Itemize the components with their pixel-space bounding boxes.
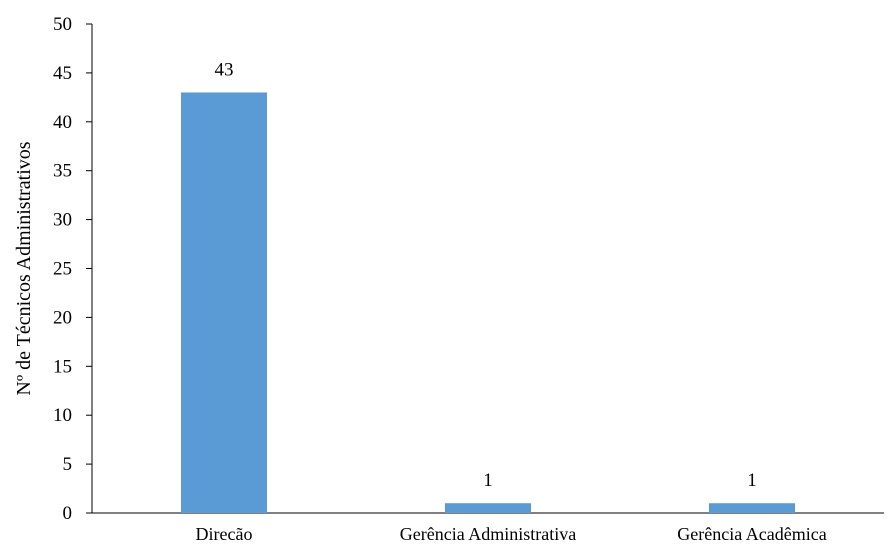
- y-tick-label: 40: [53, 112, 72, 133]
- y-tick-label: 10: [53, 405, 72, 426]
- bars: [181, 92, 795, 514]
- y-tick-label: 5: [63, 454, 73, 475]
- bar-3: [709, 503, 795, 513]
- y-tick-label: 30: [53, 210, 72, 231]
- y-axis-ticks: 0 5 10 15 20 25 30 35 40 45 50: [53, 14, 92, 524]
- bar-2: [445, 503, 531, 513]
- y-tick-label: 35: [53, 161, 72, 182]
- category-label-1: Direcão: [196, 524, 253, 544]
- y-tick-label: 45: [53, 63, 72, 84]
- category-label-2: Gerência Administrativa: [400, 524, 576, 544]
- category-label-3: Gerência Acadêmica: [677, 524, 826, 544]
- data-label-1: 43: [215, 59, 234, 80]
- bar-1: [181, 92, 267, 514]
- data-labels: 43 1 1: [215, 59, 757, 491]
- data-label-2: 1: [483, 470, 493, 491]
- data-label-3: 1: [747, 470, 757, 491]
- y-tick-label: 20: [53, 307, 72, 328]
- y-axis-title: Nº de Técnicos Administrativos: [13, 141, 35, 395]
- category-labels: Direcão Gerência Administrativa Gerência A…: [196, 524, 827, 544]
- y-tick-label: 25: [53, 259, 72, 280]
- y-tick-label: 50: [53, 14, 72, 35]
- y-tick-label: 15: [53, 356, 72, 377]
- y-tick-label: 0: [63, 503, 73, 524]
